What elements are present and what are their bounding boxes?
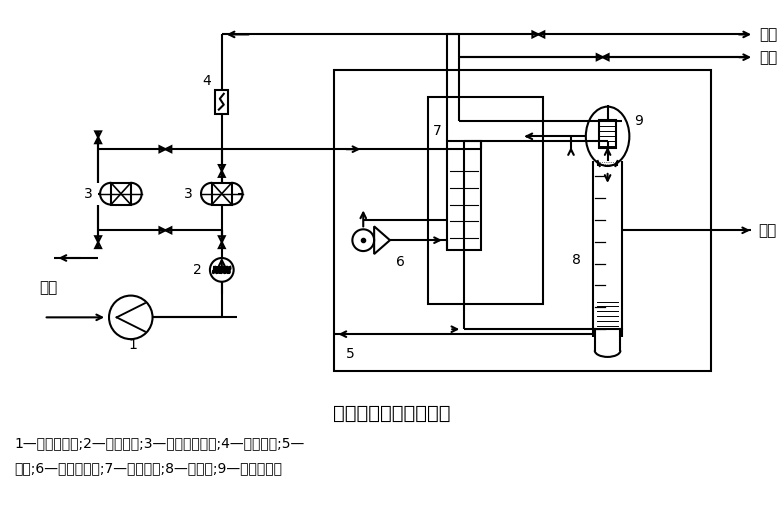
- Text: 5: 5: [346, 347, 354, 361]
- Text: 冷箱;6—透平膨胀机;7—主换热器;8—精馏塔;9—冷凝蒸发器: 冷箱;6—透平膨胀机;7—主换热器;8—精馏塔;9—冷凝蒸发器: [14, 461, 282, 475]
- Text: 液氮: 液氮: [758, 223, 776, 238]
- Text: 深冷分离制氮工艺流程: 深冷分离制氮工艺流程: [333, 404, 451, 423]
- Text: 1: 1: [129, 338, 137, 352]
- Bar: [212, 183, 232, 204]
- Text: 4: 4: [202, 74, 212, 88]
- Text: 1—空气压缩机;2—预冷机组;3—分子筛吸附器;4—电加热器;5—: 1—空气压缩机;2—预冷机组;3—分子筛吸附器;4—电加热器;5—: [14, 436, 304, 450]
- Text: 3: 3: [184, 187, 193, 201]
- Text: 放空: 放空: [759, 27, 777, 42]
- Text: 9: 9: [634, 115, 643, 128]
- Text: 空气: 空气: [38, 281, 57, 296]
- Bar: [333, 70, 711, 371]
- Text: 7: 7: [433, 124, 442, 138]
- Bar: [427, 97, 543, 304]
- Text: 氮气: 氮气: [759, 50, 777, 64]
- Bar: [216, 90, 228, 114]
- Bar: [111, 183, 131, 204]
- Text: 8: 8: [572, 253, 581, 267]
- Text: 3: 3: [83, 187, 93, 201]
- Bar: [599, 121, 616, 148]
- Text: 2: 2: [194, 263, 202, 277]
- Text: 6: 6: [396, 255, 405, 269]
- Bar: [447, 141, 481, 250]
